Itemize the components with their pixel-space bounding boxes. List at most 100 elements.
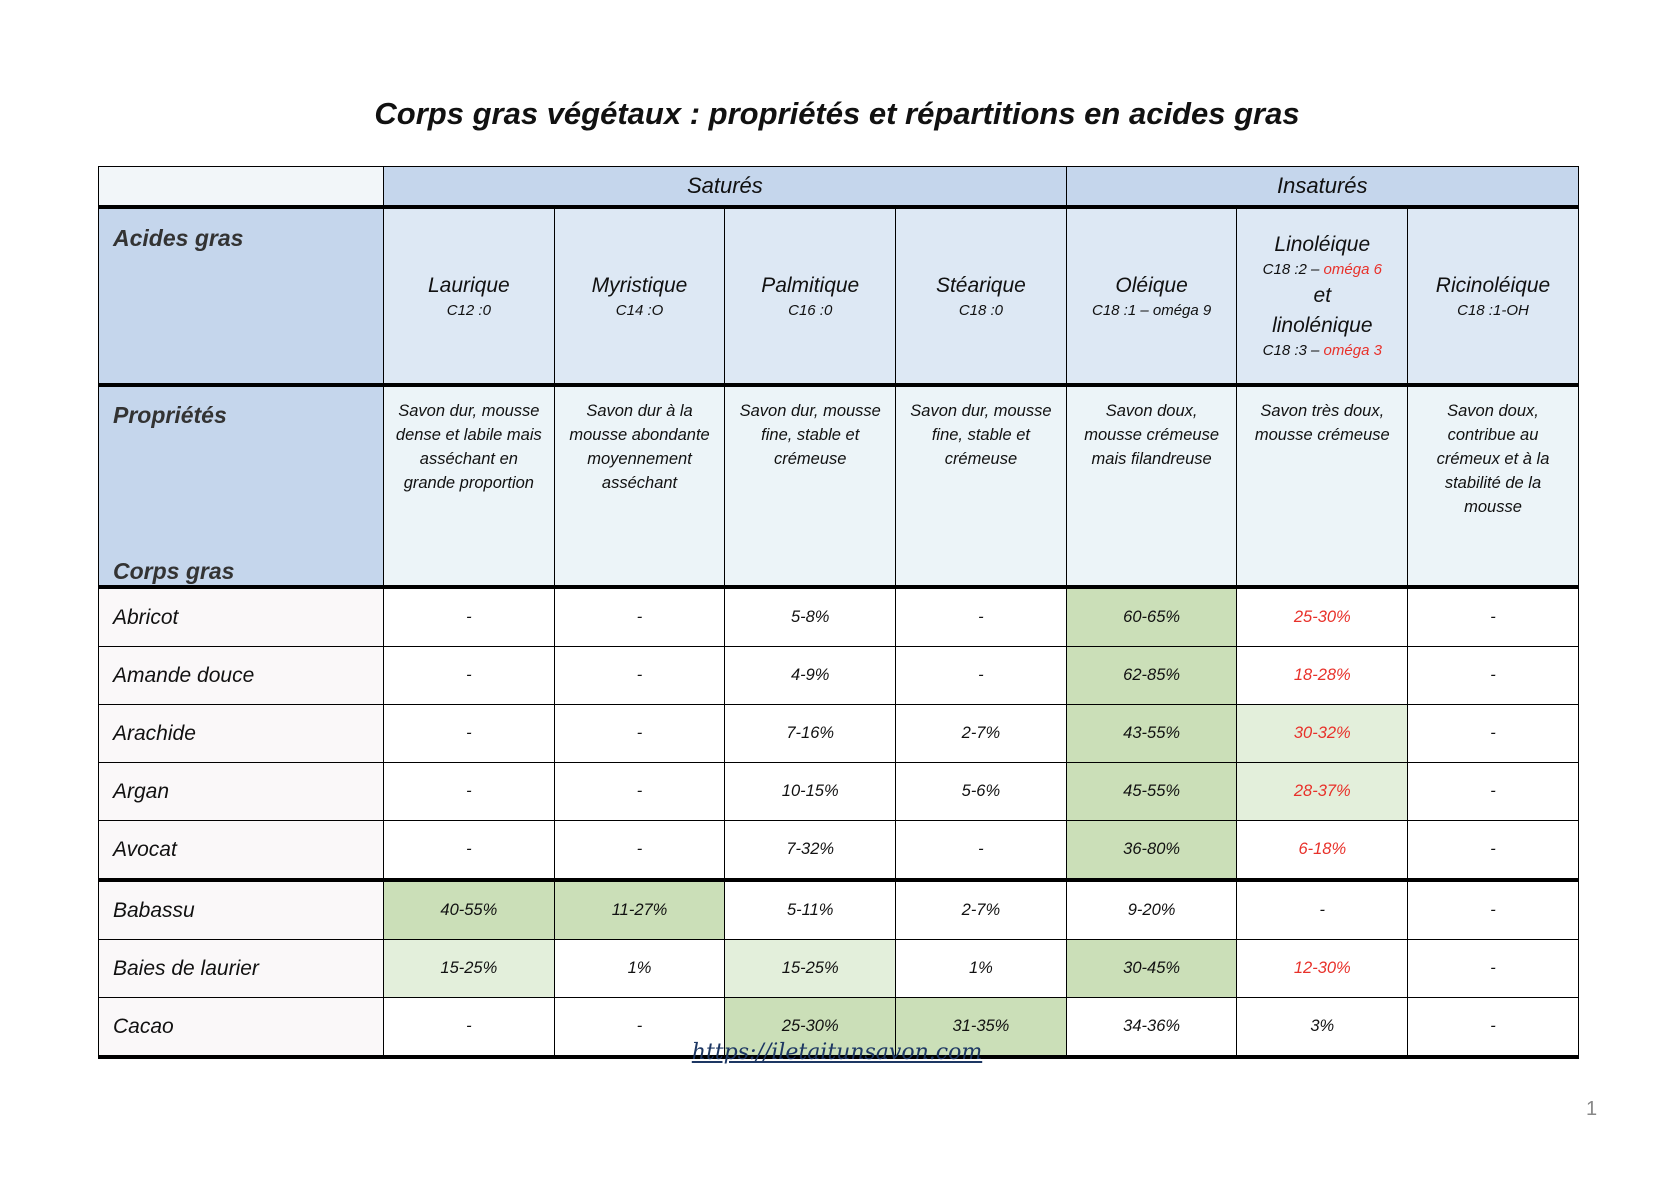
value-cell: - bbox=[895, 820, 1067, 881]
value-cell: - bbox=[1407, 585, 1579, 647]
acid-code: C14 :O bbox=[615, 301, 664, 319]
acid-name: Stéarique bbox=[935, 273, 1026, 297]
acid-name: Myristique bbox=[591, 273, 688, 297]
acid-header-cell: Oléique C18 :1 – oméga 9 bbox=[1065, 206, 1238, 387]
value-cell: - bbox=[895, 646, 1067, 705]
fat-name: Argan bbox=[98, 762, 384, 821]
omega-label-2: oméga 3 bbox=[1323, 342, 1382, 359]
table-row: Cacao - -25-30% 31-35% 34-36% 3% - bbox=[98, 997, 1579, 1059]
value-cell: - bbox=[1407, 762, 1579, 821]
value-cell: - bbox=[553, 997, 726, 1059]
value-cell: 31-35% bbox=[895, 997, 1067, 1059]
value-cell: 12-30% bbox=[1236, 939, 1409, 998]
value-cell: - bbox=[553, 646, 726, 705]
fat-name: Abricot bbox=[98, 585, 384, 647]
value-cell: 43-55% bbox=[1065, 704, 1238, 763]
value-cell: 5-6% bbox=[895, 762, 1067, 821]
value-cell: - bbox=[383, 585, 555, 647]
acid-code: C18 :1-OH bbox=[1457, 301, 1529, 319]
acid-code: C18 :1 – oméga 9 bbox=[1091, 301, 1212, 319]
value-cell: 60-65% bbox=[1065, 585, 1238, 647]
acid-header-cell: Palmitique C16 :0 bbox=[724, 206, 897, 387]
fat-name: Baies de laurier bbox=[98, 939, 384, 998]
acid-name: Palmitique bbox=[761, 273, 860, 297]
page-number: 1 bbox=[1586, 1098, 1598, 1120]
fat-name: Amande douce bbox=[98, 646, 384, 705]
value-cell: - bbox=[383, 762, 555, 821]
value-cell: 6-18% bbox=[1236, 820, 1409, 881]
value-cell: - bbox=[1407, 997, 1579, 1059]
value-cell: 36-80% bbox=[1065, 820, 1238, 881]
fatty-acids-table: Saturés Insaturés Acides gras Laurique C1… bbox=[98, 166, 1579, 1059]
value-cell: - bbox=[383, 704, 555, 763]
property-cell: Savon doux, contribue au crémeux et à la… bbox=[1407, 384, 1579, 588]
table-row: Baies de laurier 15-25% 1% 15-25% 1% 30-45% 12… bbox=[98, 939, 1579, 998]
value-cell: - bbox=[553, 704, 726, 763]
fat-name: Arachide bbox=[98, 704, 384, 763]
value-cell: 25-30% bbox=[724, 997, 897, 1059]
acid-header-cell: Myristique C14 :O bbox=[553, 206, 726, 387]
omega-label: oméga 6 bbox=[1323, 261, 1382, 278]
value-cell: 15-25% bbox=[383, 939, 555, 998]
acid-code-2: C18 :3 – oméga 3 bbox=[1262, 342, 1382, 359]
fat-name: Babassu bbox=[98, 878, 384, 940]
value-cell: 7-32% bbox=[724, 820, 897, 881]
acid-name-2: linolénique bbox=[1272, 314, 1373, 337]
value-cell: - bbox=[383, 646, 555, 705]
value-cell: 10-15% bbox=[724, 762, 897, 821]
group-header-insatures: Insaturés bbox=[1065, 166, 1579, 209]
acid-name: Ricinoléique bbox=[1435, 273, 1551, 297]
property-cell: Savon dur, mousse fine, stable et crémeu… bbox=[724, 384, 897, 588]
table-row: Abricot - -5-8% -60-65% 25-30% - bbox=[98, 585, 1579, 647]
value-cell: - bbox=[553, 820, 726, 881]
value-cell: 7-16% bbox=[724, 704, 897, 763]
proprietes-label-text: Propriétés bbox=[113, 402, 227, 428]
acid-code: C16 :0 bbox=[788, 301, 833, 319]
value-cell: - bbox=[1407, 939, 1579, 998]
acid-name: Linoléique bbox=[1274, 233, 1371, 256]
property-cell: Savon dur à la mousse abondante moyennem… bbox=[553, 384, 726, 588]
value-cell: - bbox=[553, 762, 726, 821]
value-cell: 18-28% bbox=[1236, 646, 1409, 705]
value-cell: 5-8% bbox=[724, 585, 897, 647]
acid-name: Oléique bbox=[1115, 273, 1188, 297]
value-cell: 2-7% bbox=[895, 704, 1067, 763]
value-cell: 4-9% bbox=[724, 646, 897, 705]
value-cell: - bbox=[1407, 878, 1579, 940]
table-row: Argan - -10-15% 5-6% 45-55% 28-37% - bbox=[98, 762, 1579, 821]
value-cell: 11-27% bbox=[553, 878, 726, 940]
acid-code: C18 :0 bbox=[958, 301, 1004, 319]
property-cell: Savon dur, mousse fine, stable et crémeu… bbox=[895, 384, 1067, 588]
website-link[interactable]: https://iletaitunsavon.com bbox=[691, 1040, 983, 1065]
value-cell: - bbox=[1236, 878, 1409, 940]
acid-header-cell: Linoléique C18 :2 – oméga 6 et linolénique C… bbox=[1236, 206, 1409, 387]
value-cell: 9-20% bbox=[1065, 878, 1238, 940]
value-cell: 30-32% bbox=[1236, 704, 1409, 763]
value-cell: - bbox=[553, 585, 726, 647]
value-cell: - bbox=[1407, 820, 1579, 881]
corps-gras-label: Corps gras bbox=[113, 558, 235, 584]
proprietes-label: Propriétés Corps gras bbox=[98, 384, 384, 588]
value-cell: - bbox=[1407, 704, 1579, 763]
fat-name: Cacao bbox=[98, 997, 384, 1059]
group-header-satures: Saturés bbox=[383, 166, 1067, 209]
value-cell: 28-37% bbox=[1236, 762, 1409, 821]
table-row: Babassu 40-55% 11-27% 5-11% 2-7% 9-20% - - bbox=[98, 878, 1579, 940]
value-cell: 25-30% bbox=[1236, 585, 1409, 647]
value-cell: 15-25% bbox=[724, 939, 897, 998]
value-cell: - bbox=[383, 820, 555, 881]
acides-gras-label: Acides gras bbox=[98, 206, 384, 387]
value-cell: 30-45% bbox=[1065, 939, 1238, 998]
value-cell: - bbox=[1407, 646, 1579, 705]
property-cell: Savon très doux, mousse crémeuse bbox=[1236, 384, 1409, 588]
table-row: Arachide - -7-16% 2-7% 43-55% 30-32% - bbox=[98, 704, 1579, 763]
acid-header-cell: Stéarique C18 :0 bbox=[895, 206, 1067, 387]
value-cell: 2-7% bbox=[895, 878, 1067, 940]
corner-cell bbox=[98, 166, 384, 209]
acid-header-cell: Laurique C12 :0 bbox=[383, 206, 555, 387]
acid-code: C18 :2 – oméga 6 bbox=[1262, 261, 1382, 278]
value-cell: 1% bbox=[553, 939, 726, 998]
value-cell: 62-85% bbox=[1065, 646, 1238, 705]
acid-code: C12 :0 bbox=[446, 301, 491, 319]
value-cell: 1% bbox=[895, 939, 1067, 998]
